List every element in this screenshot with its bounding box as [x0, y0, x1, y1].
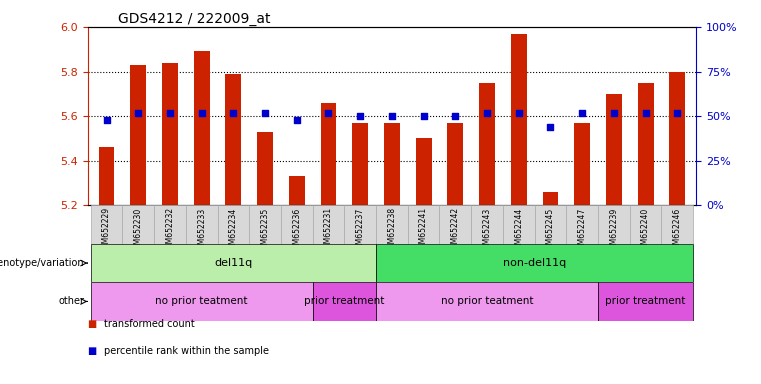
Text: GSM652230: GSM652230	[134, 207, 143, 253]
Bar	[408, 205, 440, 244]
Bar	[376, 244, 693, 282]
Bar	[376, 282, 598, 321]
Text: GSM652244: GSM652244	[514, 207, 524, 253]
Point	[196, 109, 208, 116]
Bar	[416, 139, 431, 205]
Bar	[186, 205, 218, 244]
Bar	[661, 205, 693, 244]
Point	[100, 117, 113, 123]
Text: GSM652239: GSM652239	[610, 207, 619, 253]
Text: GSM652233: GSM652233	[197, 207, 206, 253]
Bar	[289, 176, 304, 205]
Bar	[99, 147, 114, 205]
Bar	[218, 205, 250, 244]
Point	[291, 117, 303, 123]
Text: no prior teatment: no prior teatment	[441, 296, 533, 306]
Text: GSM652232: GSM652232	[165, 207, 174, 253]
Text: transformed count: transformed count	[104, 319, 195, 329]
Text: GSM652231: GSM652231	[324, 207, 333, 253]
Bar	[344, 205, 376, 244]
Bar	[320, 103, 336, 205]
Bar	[511, 33, 527, 205]
Point	[481, 109, 493, 116]
Bar	[598, 282, 693, 321]
Bar	[440, 205, 471, 244]
Bar	[566, 205, 598, 244]
Text: no prior teatment: no prior teatment	[155, 296, 248, 306]
Point	[418, 113, 430, 119]
Text: percentile rank within the sample: percentile rank within the sample	[104, 346, 269, 356]
Bar	[384, 123, 400, 205]
Text: GSM652229: GSM652229	[102, 207, 111, 253]
Bar	[91, 205, 123, 244]
Point	[671, 109, 683, 116]
Point	[323, 109, 335, 116]
Bar	[447, 123, 463, 205]
Text: GSM652234: GSM652234	[229, 207, 238, 253]
Text: GSM652243: GSM652243	[482, 207, 492, 253]
Text: GSM652236: GSM652236	[292, 207, 301, 253]
Bar	[130, 65, 146, 205]
Text: GSM652241: GSM652241	[419, 207, 428, 253]
Bar	[123, 205, 154, 244]
Bar	[281, 205, 313, 244]
Bar	[575, 123, 590, 205]
Text: del11q: del11q	[215, 258, 253, 268]
Bar	[250, 205, 281, 244]
Bar	[376, 205, 408, 244]
Text: non-del11q: non-del11q	[503, 258, 566, 268]
Bar	[313, 205, 344, 244]
Bar	[471, 205, 503, 244]
Point	[576, 109, 588, 116]
Text: other: other	[59, 296, 84, 306]
Text: GSM652247: GSM652247	[578, 207, 587, 253]
Point	[228, 109, 240, 116]
Point	[132, 109, 145, 116]
Point	[386, 113, 398, 119]
Text: genotype/variation: genotype/variation	[0, 258, 84, 268]
Text: GSM652240: GSM652240	[641, 207, 650, 253]
Text: prior treatment: prior treatment	[304, 296, 384, 306]
Point	[639, 109, 651, 116]
Bar	[503, 205, 535, 244]
Text: ■: ■	[88, 319, 97, 329]
Bar	[598, 205, 630, 244]
Bar	[606, 94, 622, 205]
Bar	[154, 205, 186, 244]
Bar	[543, 192, 559, 205]
Bar	[352, 123, 368, 205]
Point	[164, 109, 176, 116]
Bar	[91, 244, 376, 282]
Bar	[479, 83, 495, 205]
Bar	[194, 51, 209, 205]
Bar	[670, 71, 685, 205]
Text: GSM652245: GSM652245	[546, 207, 555, 253]
Bar	[313, 282, 376, 321]
Bar	[638, 83, 654, 205]
Bar	[162, 63, 178, 205]
Point	[354, 113, 366, 119]
Bar	[535, 205, 566, 244]
Text: GSM652246: GSM652246	[673, 207, 682, 253]
Text: GSM652235: GSM652235	[260, 207, 269, 253]
Bar	[225, 74, 241, 205]
Point	[259, 109, 271, 116]
Text: GSM652237: GSM652237	[355, 207, 365, 253]
Text: GDS4212 / 222009_at: GDS4212 / 222009_at	[118, 12, 270, 26]
Point	[449, 113, 461, 119]
Text: GSM652242: GSM652242	[451, 207, 460, 253]
Point	[608, 109, 620, 116]
Text: ■: ■	[88, 346, 97, 356]
Bar	[630, 205, 661, 244]
Text: GSM652238: GSM652238	[387, 207, 396, 253]
Bar	[257, 132, 273, 205]
Text: prior treatment: prior treatment	[606, 296, 686, 306]
Point	[544, 124, 556, 130]
Point	[513, 109, 525, 116]
Bar	[91, 282, 313, 321]
